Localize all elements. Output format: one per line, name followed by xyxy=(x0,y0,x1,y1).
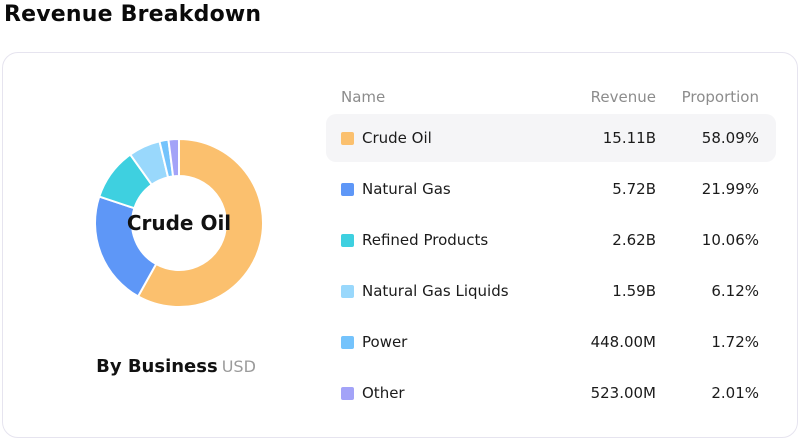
revenue-value: 15.11B xyxy=(602,129,656,147)
series-color-swatch xyxy=(341,233,354,247)
series-label: Other xyxy=(362,384,405,402)
series-color-swatch xyxy=(341,335,354,349)
series-color-swatch xyxy=(341,386,354,400)
proportion-value: 21.99% xyxy=(701,180,759,198)
donut-segment[interactable] xyxy=(167,138,180,178)
series-color-swatch xyxy=(341,182,354,196)
page-title: Revenue Breakdown xyxy=(4,2,262,27)
row-name-cell: Natural Gas xyxy=(341,180,536,198)
revenue-value: 448.00M xyxy=(590,333,656,351)
proportion-value: 10.06% xyxy=(701,231,759,249)
column-header-name: Name xyxy=(341,88,386,106)
series-label: Power xyxy=(362,333,408,351)
table-row[interactable]: Natural Gas 5.72B 21.99% xyxy=(326,165,776,213)
revenue-table: Name Revenue Proportion Crude Oil 15.11B 5… xyxy=(326,83,776,420)
proportion-value: 1.72% xyxy=(711,333,759,351)
revenue-value: 523.00M xyxy=(590,384,656,402)
row-name-cell: Natural Gas Liquids xyxy=(341,282,536,300)
table-row[interactable]: Power 448.00M 1.72% xyxy=(326,318,776,366)
chart-area: Crude Oil By Business USD xyxy=(3,53,349,437)
donut-segment[interactable] xyxy=(94,195,158,298)
table-header: Name Revenue Proportion xyxy=(326,83,776,111)
proportion-value: 6.12% xyxy=(711,282,759,300)
chart-caption-unit: USD xyxy=(221,357,256,376)
column-header-proportion: Proportion xyxy=(681,88,759,106)
table-row[interactable]: Refined Products 2.62B 10.06% xyxy=(326,216,776,264)
series-color-swatch xyxy=(341,131,354,145)
table-body: Crude Oil 15.11B 58.09% Natural Gas 5.72B 21.… xyxy=(326,114,776,417)
series-color-swatch xyxy=(341,284,354,298)
donut-chart[interactable] xyxy=(74,118,284,328)
proportion-value: 58.09% xyxy=(701,129,759,147)
row-name-cell: Crude Oil xyxy=(341,129,536,147)
revenue-value: 1.59B xyxy=(612,282,656,300)
row-name-cell: Other xyxy=(341,384,536,402)
revenue-value: 5.72B xyxy=(612,180,656,198)
proportion-value: 2.01% xyxy=(711,384,759,402)
chart-caption: By Business USD xyxy=(3,356,349,377)
series-label: Natural Gas xyxy=(362,180,451,198)
column-header-revenue: Revenue xyxy=(590,88,656,106)
donut-segment[interactable] xyxy=(137,138,264,308)
row-name-cell: Power xyxy=(341,333,536,351)
chart-caption-title: By Business xyxy=(96,356,218,377)
series-label: Crude Oil xyxy=(362,129,432,147)
series-label: Refined Products xyxy=(362,231,489,249)
revenue-value: 2.62B xyxy=(612,231,656,249)
row-name-cell: Refined Products xyxy=(341,231,536,249)
series-label: Natural Gas Liquids xyxy=(362,282,509,300)
table-row[interactable]: Crude Oil 15.11B 58.09% xyxy=(326,114,776,162)
table-row[interactable]: Natural Gas Liquids 1.59B 6.12% xyxy=(326,267,776,315)
table-row[interactable]: Other 523.00M 2.01% xyxy=(326,369,776,417)
revenue-breakdown-card: Crude Oil By Business USD Name Revenue Pr… xyxy=(2,52,798,438)
